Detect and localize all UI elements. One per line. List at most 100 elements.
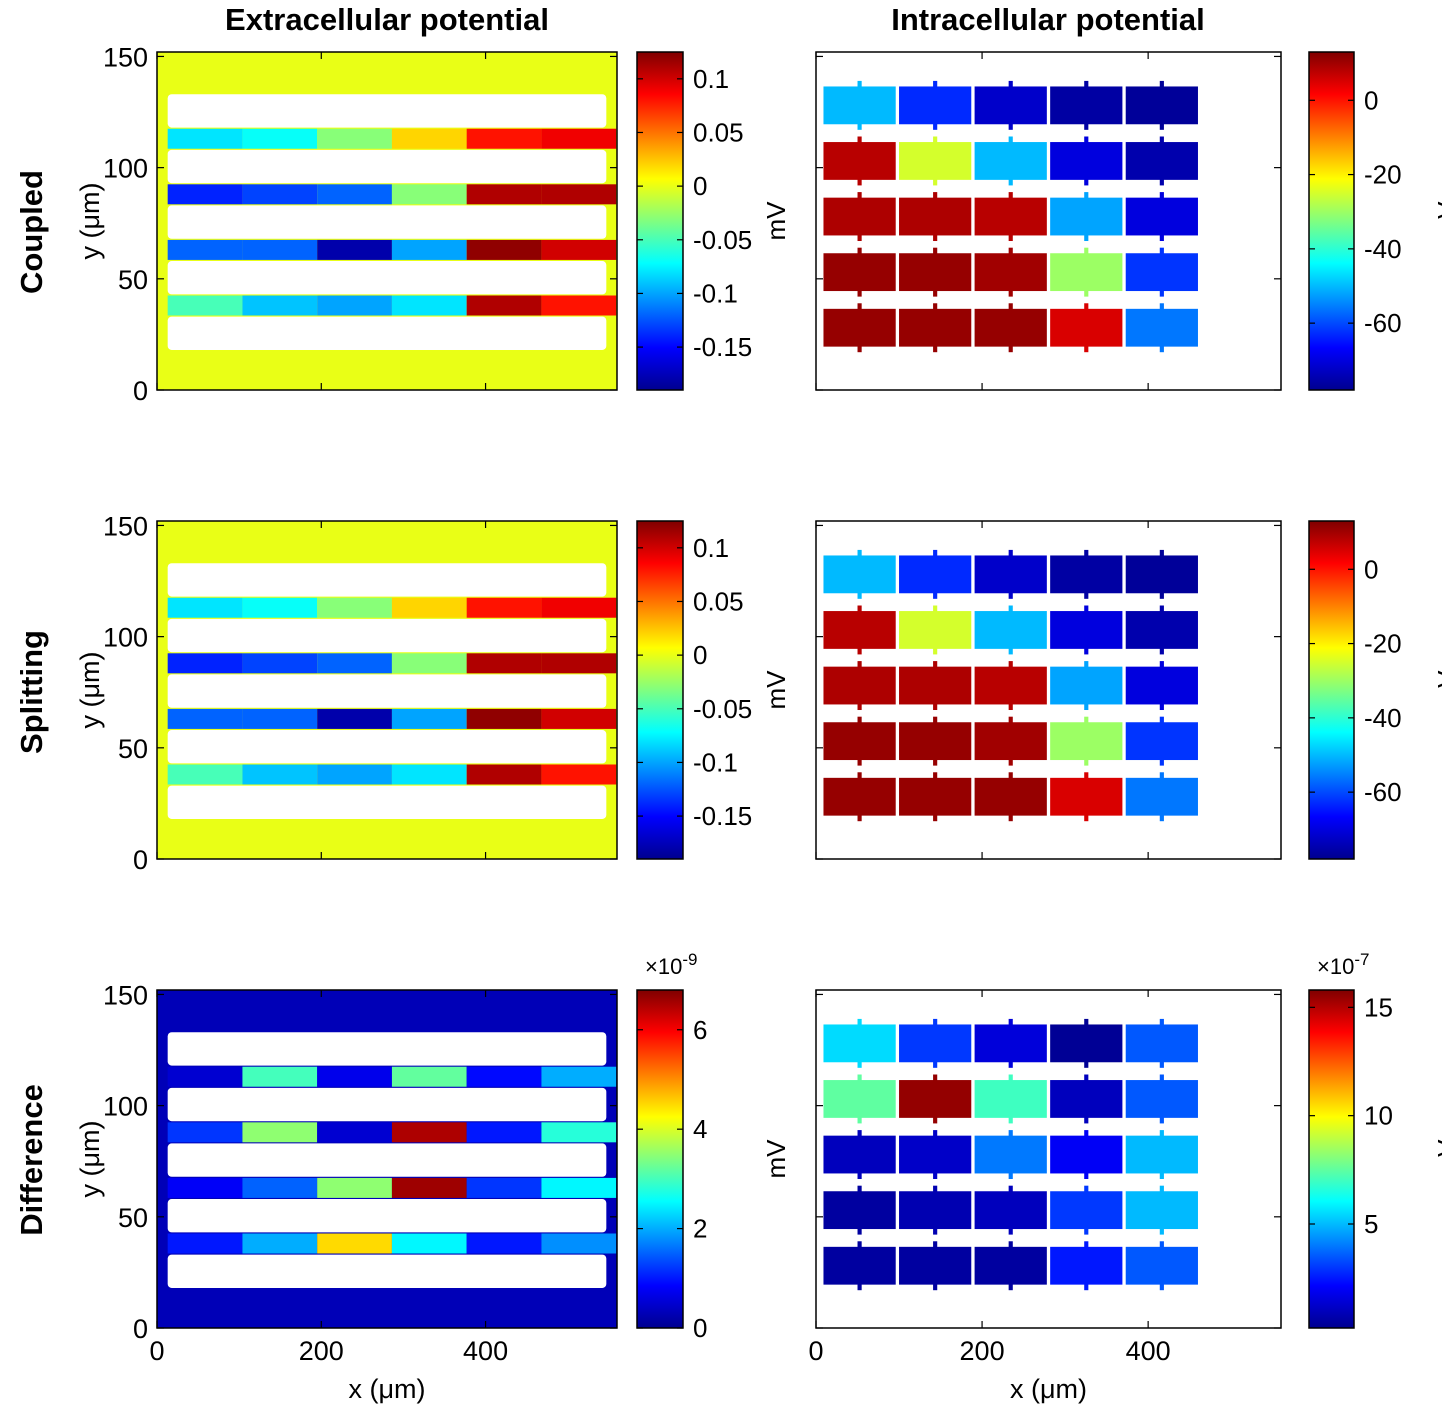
cell-tab-top [857, 136, 862, 144]
cell-tab-bottom [1084, 178, 1089, 186]
cell-r4-c4 [1125, 308, 1198, 347]
cell-tab-bottom [1084, 592, 1089, 599]
colorbar [636, 51, 684, 391]
colorbar-tick-label: -0.1 [693, 278, 738, 308]
cell-tab-bottom [1008, 178, 1013, 186]
colorbar-tick-label: -20 [1364, 160, 1402, 190]
cell-r3-c3 [1050, 253, 1123, 292]
colorbar [1308, 51, 1355, 391]
gap-segment-r3-s2 [317, 1233, 392, 1254]
cell-r0-c0 [823, 1024, 896, 1063]
cell-tab-bottom [1159, 814, 1164, 822]
cell-strip-4 [167, 1254, 607, 1288]
gap-segment-r1-s3 [391, 1122, 467, 1143]
gap-segment-r3-s2 [317, 764, 392, 785]
cell-tab-top [933, 772, 938, 779]
cell-tab-top [857, 1074, 862, 1082]
cell-r0-c3 [1050, 1024, 1123, 1063]
cell-r0-c2 [974, 1024, 1047, 1063]
cell-tab-bottom [1008, 290, 1013, 297]
cell-r3-c2 [974, 253, 1047, 292]
axes-box [156, 51, 618, 391]
colorbar-tick-label: -40 [1364, 703, 1402, 733]
gap-segment-r1-s5 [541, 653, 617, 674]
colorbar-tick-label: -0.05 [693, 225, 752, 255]
cell-r1-c2 [974, 142, 1047, 180]
y-tick-label: 50 [118, 734, 148, 764]
gap-segment-r2-s2 [317, 708, 392, 729]
cell-tab-bottom [1084, 290, 1089, 297]
cell-r2-c3 [1050, 1135, 1123, 1174]
cell-tab-top [1008, 716, 1013, 724]
axes-box [815, 51, 1282, 391]
cell-r4-c3 [1050, 1246, 1123, 1285]
cell-tab-top [1159, 1241, 1164, 1248]
cell-tab-bottom [857, 290, 862, 297]
cell-tab-top [1159, 136, 1164, 144]
colorbar-tick-label: 5 [1364, 1209, 1378, 1239]
cell-tab-bottom [1159, 1228, 1164, 1235]
cell-r3-c0 [823, 722, 896, 761]
cell-r4-c3 [1050, 308, 1123, 347]
cell-tab-top [933, 136, 938, 144]
cell-tab-top [857, 192, 862, 199]
cell-tab-top [1008, 1130, 1013, 1137]
cell-r0-c4 [1125, 555, 1198, 594]
cell-r4-c4 [1125, 1246, 1198, 1285]
cell-r4-c4 [1125, 777, 1198, 816]
cell-r3-c1 [899, 722, 972, 761]
gap-segment-r3-s3 [391, 764, 467, 785]
gap-segment-r1-s0 [167, 1122, 243, 1143]
gap-segment-r1-s5 [541, 1122, 617, 1143]
gap-segment-r0-s5 [541, 597, 617, 618]
cell-tab-bottom [933, 647, 938, 655]
cell-strip-0 [167, 94, 607, 128]
cell-tab-top [933, 1074, 938, 1082]
cell-tab-bottom [1084, 814, 1089, 822]
gap-segment-r1-s0 [167, 184, 243, 205]
cell-r1-c1 [899, 611, 972, 649]
cell-tab-top [933, 1018, 938, 1026]
cell-tab-bottom [857, 178, 862, 186]
cell-strip-2 [167, 1143, 607, 1177]
cell-r0-c0 [823, 555, 896, 594]
cell-tab-top [1159, 661, 1164, 668]
cell-tab-bottom [857, 647, 862, 655]
cell-tab-top [1084, 1185, 1089, 1193]
cell-tab-top [1084, 1130, 1089, 1137]
cell-r1-c2 [974, 1080, 1047, 1118]
cell-r2-c1 [899, 666, 972, 705]
cell-tab-bottom [933, 1283, 938, 1291]
panel-difference-intracellular: 0 200 400 x (μm) 15 10 5 mV ×10-7 [808, 950, 1442, 1404]
cell-tab-top [857, 1130, 862, 1137]
cell-tab-bottom [933, 178, 938, 186]
cell-r3-c1 [899, 1191, 972, 1230]
cell-tab-bottom [933, 345, 938, 353]
cell-r3-c3 [1050, 722, 1123, 761]
gap-segment-r0-s4 [466, 128, 542, 149]
colorbar-exponent: ×10-9 [645, 950, 697, 979]
cell-tab-bottom [1159, 345, 1164, 353]
cell-tab-bottom [857, 814, 862, 822]
cell-tab-bottom [857, 592, 862, 599]
cell-tab-bottom [1159, 234, 1164, 242]
cell-strip-4 [167, 785, 607, 819]
gap-segment-r3-s2 [317, 295, 392, 316]
cell-tab-top [857, 303, 862, 310]
cell-r1-c3 [1050, 142, 1123, 180]
cell-tab-bottom [1084, 647, 1089, 655]
cell-strip-3 [167, 261, 607, 295]
x-axis-label: x (μm) [348, 1374, 425, 1404]
cell-tab-bottom [1008, 703, 1013, 711]
cell-strip-3 [167, 1199, 607, 1233]
gap-segment-r2-s4 [466, 708, 542, 729]
cell-tab-bottom [1008, 345, 1013, 353]
gap-segment-r0-s2 [317, 1066, 392, 1087]
gap-segment-r0-s3 [391, 1066, 467, 1087]
cell-tab-bottom [1008, 123, 1013, 130]
cell-tab-bottom [1159, 1283, 1164, 1291]
cell-tab-top [933, 549, 938, 557]
cell-tab-top [1008, 247, 1013, 255]
cell-tab-bottom [857, 1172, 862, 1180]
